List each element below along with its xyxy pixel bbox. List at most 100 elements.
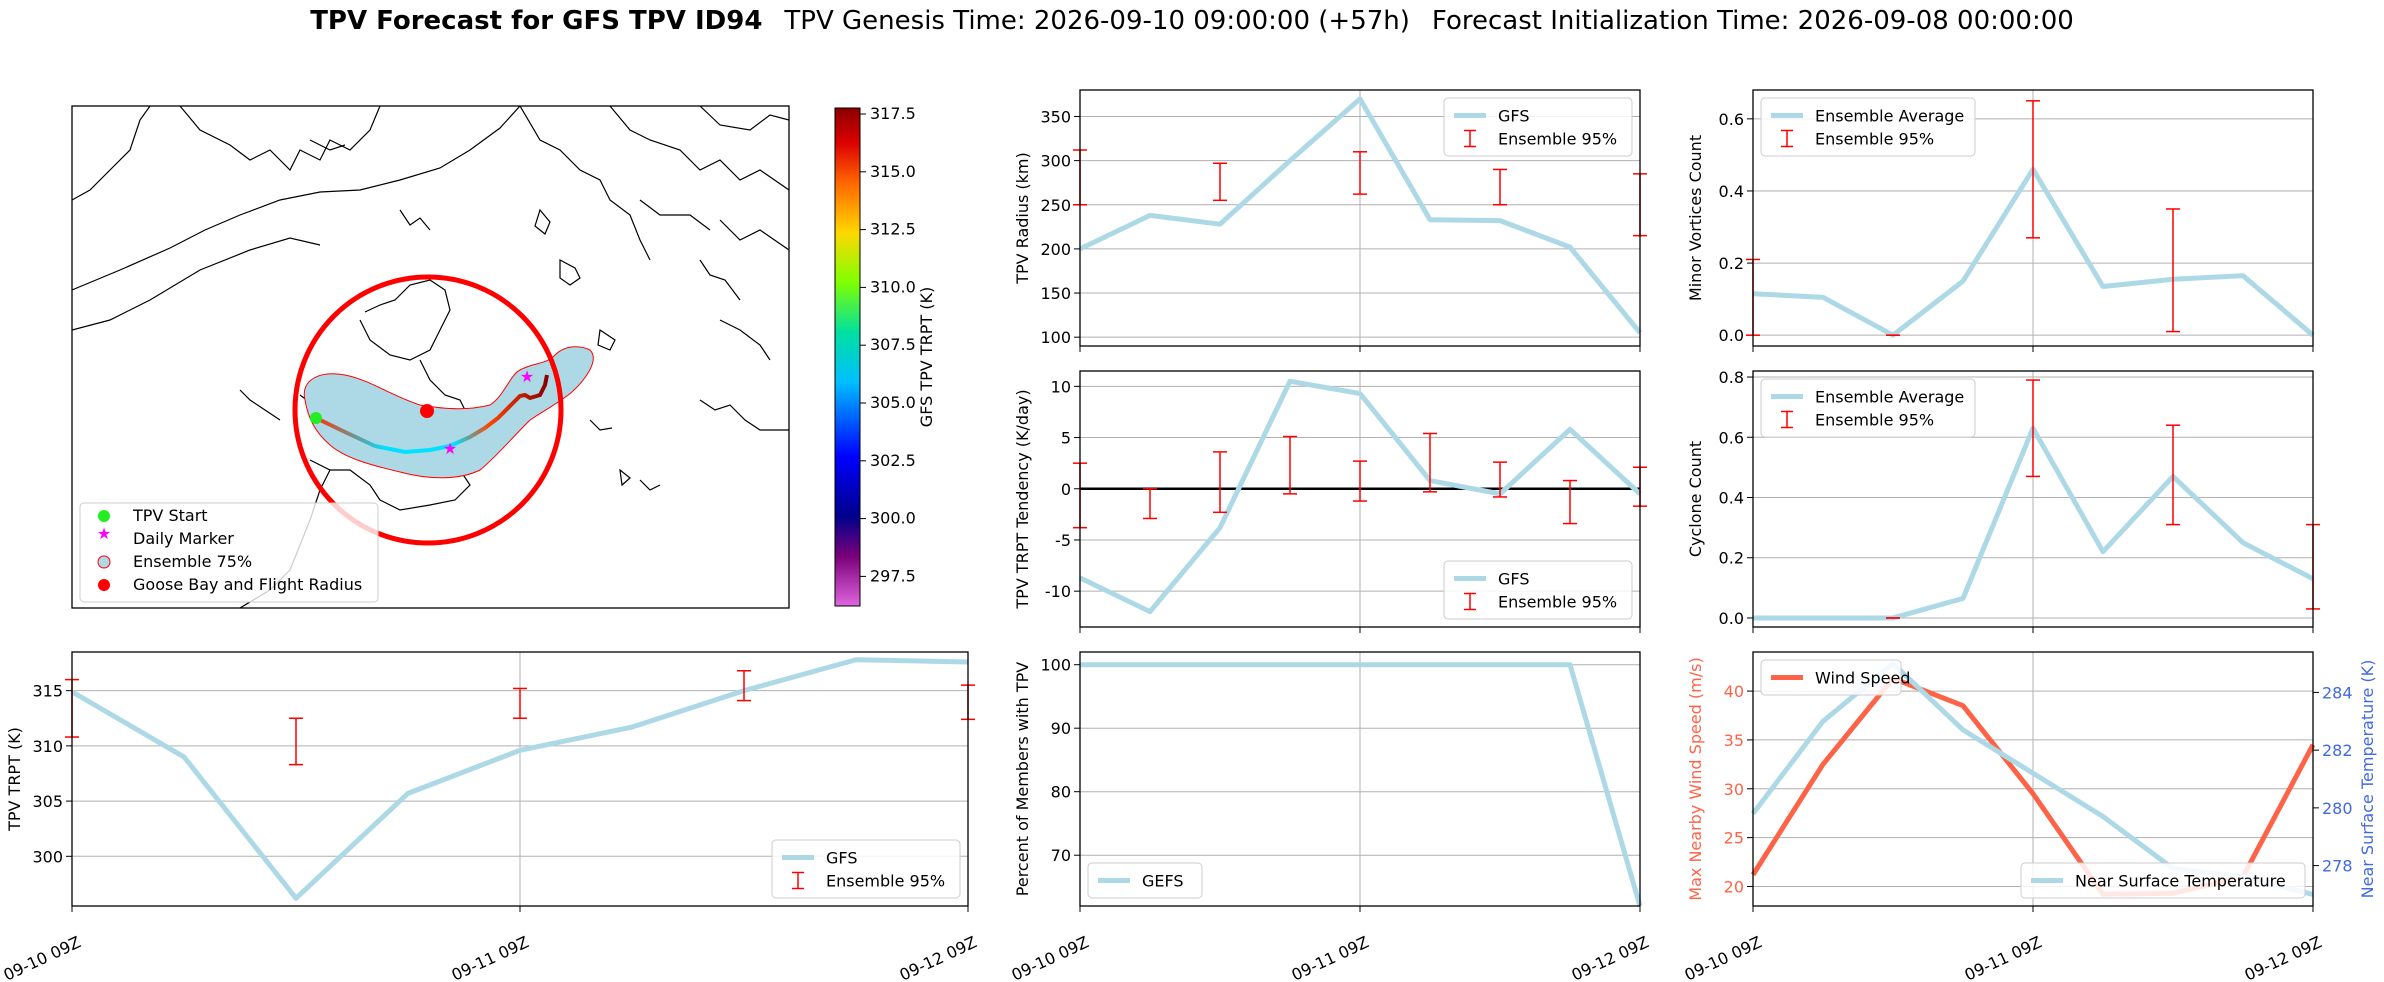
colorbar-tick-label: 307.5 <box>870 335 916 354</box>
y-tick-label: 0.0 <box>1719 609 1744 628</box>
y-tick-label: 0.0 <box>1719 326 1744 345</box>
errorbar <box>1353 151 1367 195</box>
daily-marker-1: ★ <box>443 439 457 458</box>
axes-frame <box>1752 651 2314 907</box>
legend-label: Near Surface Temperature <box>2075 872 2286 891</box>
map-panel: ★ ★ ★ TPV Start Daily Marker Ensemble 75… <box>71 105 790 609</box>
y-tick-label: -5 <box>1055 531 1071 550</box>
errorbar <box>1493 461 1507 498</box>
x-tick-label: 09-10 09Z <box>1 932 84 982</box>
legend-box <box>771 839 961 899</box>
y-tick-label: 0 <box>1061 480 1071 499</box>
y-tick-label: 10 <box>1051 377 1071 396</box>
legend: Ensemble Average Ensemble 95% <box>1760 378 1976 438</box>
map-legend-ens75: Ensemble 75% <box>133 552 252 571</box>
errorbar <box>513 687 527 720</box>
y-tick-label: 100 <box>1040 656 1071 675</box>
legend-box <box>1760 659 1902 696</box>
chart-tendency: -10 -5 0 5 10 TPV TRPT Tendency (K/day) GFS Ens… <box>1013 370 1647 633</box>
y-axis-label: Percent of Members with TPV <box>1013 662 1032 896</box>
colorbar-tick-label: 317.5 <box>870 104 916 123</box>
y-tick-label: -10 <box>1045 582 1071 601</box>
x-tick-label: 09-11 09Z <box>1962 932 2045 982</box>
axes-frame <box>1079 89 1641 347</box>
chart-cyclone: 0.0 0.2 0.4 0.6 0.8 Cyclone Count Ensemble Ave… <box>1686 368 2320 633</box>
y-tick-label: 0.4 <box>1719 182 1744 201</box>
colorbar: 317.5 315.0 312.5 310.0 307.5 305.0 302.5 300.0… <box>834 104 936 607</box>
tpv-start-marker <box>310 412 322 424</box>
legend: GFS Ensemble 95% <box>1443 97 1633 157</box>
y-axis-label: Minor Vortices Count <box>1686 135 1705 301</box>
y-tick-label: 35 <box>1724 731 1744 750</box>
legend-box <box>2020 862 2306 899</box>
legend: Wind Speed <box>1760 659 1910 696</box>
y2-tick-label: 280 <box>2322 799 2353 818</box>
y-tick-label: 150 <box>1040 284 1071 303</box>
chart-trpt: 300 305 310 315 TPV TRPT (K) 09-10 09Z 09-11 0… <box>1 651 980 982</box>
legend-label: Ensemble 95% <box>1815 130 1934 149</box>
title-main: TPV Forecast for GFS TPV ID94 <box>310 6 763 36</box>
errorbar <box>2166 424 2180 526</box>
errorbar <box>289 717 303 766</box>
x-tick-label: 09-12 09Z <box>1569 932 1652 982</box>
chart-wind: 20 25 30 35 40 Max Nearby Wind Speed (m/s) 09-… <box>1682 651 2377 982</box>
y-axis-label: TPV TRPT (K) <box>5 727 24 832</box>
svg-text:★: ★ <box>97 524 111 543</box>
axes-frame <box>71 651 969 907</box>
legend-box <box>1087 862 1203 899</box>
errorbar <box>1563 479 1577 525</box>
y-axis-label: TPV TRPT Tendency (K/day) <box>1013 389 1032 609</box>
map-legend-start: TPV Start <box>132 506 208 525</box>
legend-label: GEFS <box>1142 872 1184 891</box>
legend-label: GFS <box>826 849 857 868</box>
map-legend-daily: Daily Marker <box>133 529 234 548</box>
y-tick-label: 80 <box>1051 783 1071 802</box>
colorbar-tick-label: 297.5 <box>870 566 916 585</box>
y-axis-label: Cyclone Count <box>1686 441 1705 557</box>
colorbar-tick-label: 310.0 <box>870 277 916 296</box>
errorbar <box>1213 162 1227 202</box>
y-axis-label: Max Nearby Wind Speed (m/s) <box>1686 657 1705 900</box>
legend: Near Surface Temperature <box>2020 862 2306 899</box>
y-tick-label: 30 <box>1724 780 1744 799</box>
y-tick-label: 70 <box>1051 846 1071 865</box>
series-line-gfs <box>1078 378 1642 615</box>
chart-percent: 70 80 90 100 Percent of Members with TPV 09-1… <box>1009 651 1652 982</box>
chart-radius: 100 150 200 250 300 350 TPV Radius (km) GFS Ense… <box>1013 89 1647 352</box>
errorbar <box>1423 432 1437 493</box>
figure-title: TPV Forecast for GFS TPV ID94 TPV Genesis… <box>0 6 2384 36</box>
errorbar <box>1283 435 1297 495</box>
errorbar <box>2026 379 2040 478</box>
legend-label: Wind Speed <box>1815 669 1910 688</box>
y-tick-label: 40 <box>1724 682 1744 701</box>
y-tick-label: 25 <box>1724 829 1744 848</box>
axes-frame <box>1752 370 2314 628</box>
legend-box <box>1443 97 1633 157</box>
colorbar-tick-label: 300.0 <box>870 509 916 528</box>
legend-label: Ensemble 95% <box>1498 130 1617 149</box>
y-tick-label: 300 <box>32 847 63 866</box>
legend-box <box>1760 378 1976 438</box>
y-tick-label: 350 <box>1040 107 1071 126</box>
axes-frame <box>1079 651 1641 907</box>
y-tick-label: 90 <box>1051 719 1071 738</box>
legend-label: Ensemble Average <box>1815 388 1964 407</box>
x-tick-label: 09-10 09Z <box>1009 932 1092 982</box>
series-line-gefs <box>1080 662 1643 907</box>
errorbar <box>1353 460 1367 502</box>
y-tick-label: 100 <box>1040 328 1071 347</box>
colorbar-tick-label: 315.0 <box>870 162 916 181</box>
y2-tick-label: 282 <box>2322 741 2353 760</box>
errorbar <box>2026 100 2040 239</box>
legend-label: GFS <box>1498 570 1529 589</box>
y-tick-label: 300 <box>1040 152 1071 171</box>
errorbar <box>1493 168 1507 206</box>
legend-box <box>1443 560 1633 620</box>
map-legend-goosebay: Goose Bay and Flight Radius <box>133 575 362 594</box>
legend: GEFS <box>1087 862 1203 899</box>
colorbar-tick-label: 312.5 <box>870 220 916 239</box>
x-tick-label: 09-11 09Z <box>449 932 532 982</box>
y-tick-label: 5 <box>1061 429 1071 448</box>
axes-frame <box>1752 89 2314 347</box>
